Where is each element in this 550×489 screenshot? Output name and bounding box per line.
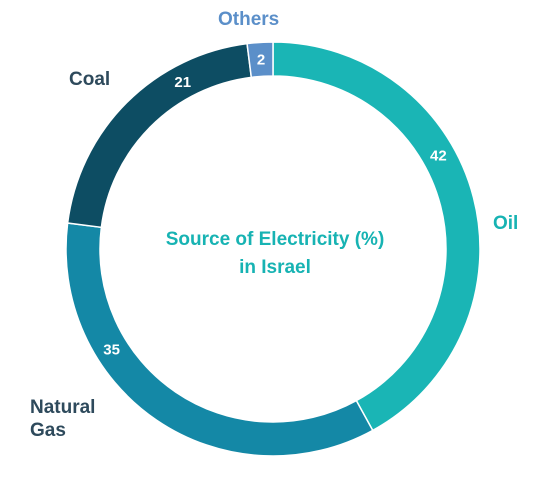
- chart-title-line-2: in Israel: [239, 257, 311, 278]
- chart-title: Source of Electricity (%) in Israel: [130, 226, 420, 282]
- category-label-oil: Oil: [493, 213, 519, 234]
- value-label-others: 2: [257, 51, 265, 68]
- value-label-oil: 42: [430, 147, 447, 164]
- value-label-natural-gas: 35: [103, 341, 120, 358]
- value-label-coal: 21: [174, 74, 191, 91]
- category-label-coal: Coal: [69, 69, 111, 90]
- category-label-natural-gas: Natural Gas: [30, 397, 96, 441]
- donut-slice-others: [246, 41, 274, 79]
- chart-title-line-1: Source of Electricity (%): [165, 229, 385, 250]
- category-label-others: Others: [218, 9, 280, 30]
